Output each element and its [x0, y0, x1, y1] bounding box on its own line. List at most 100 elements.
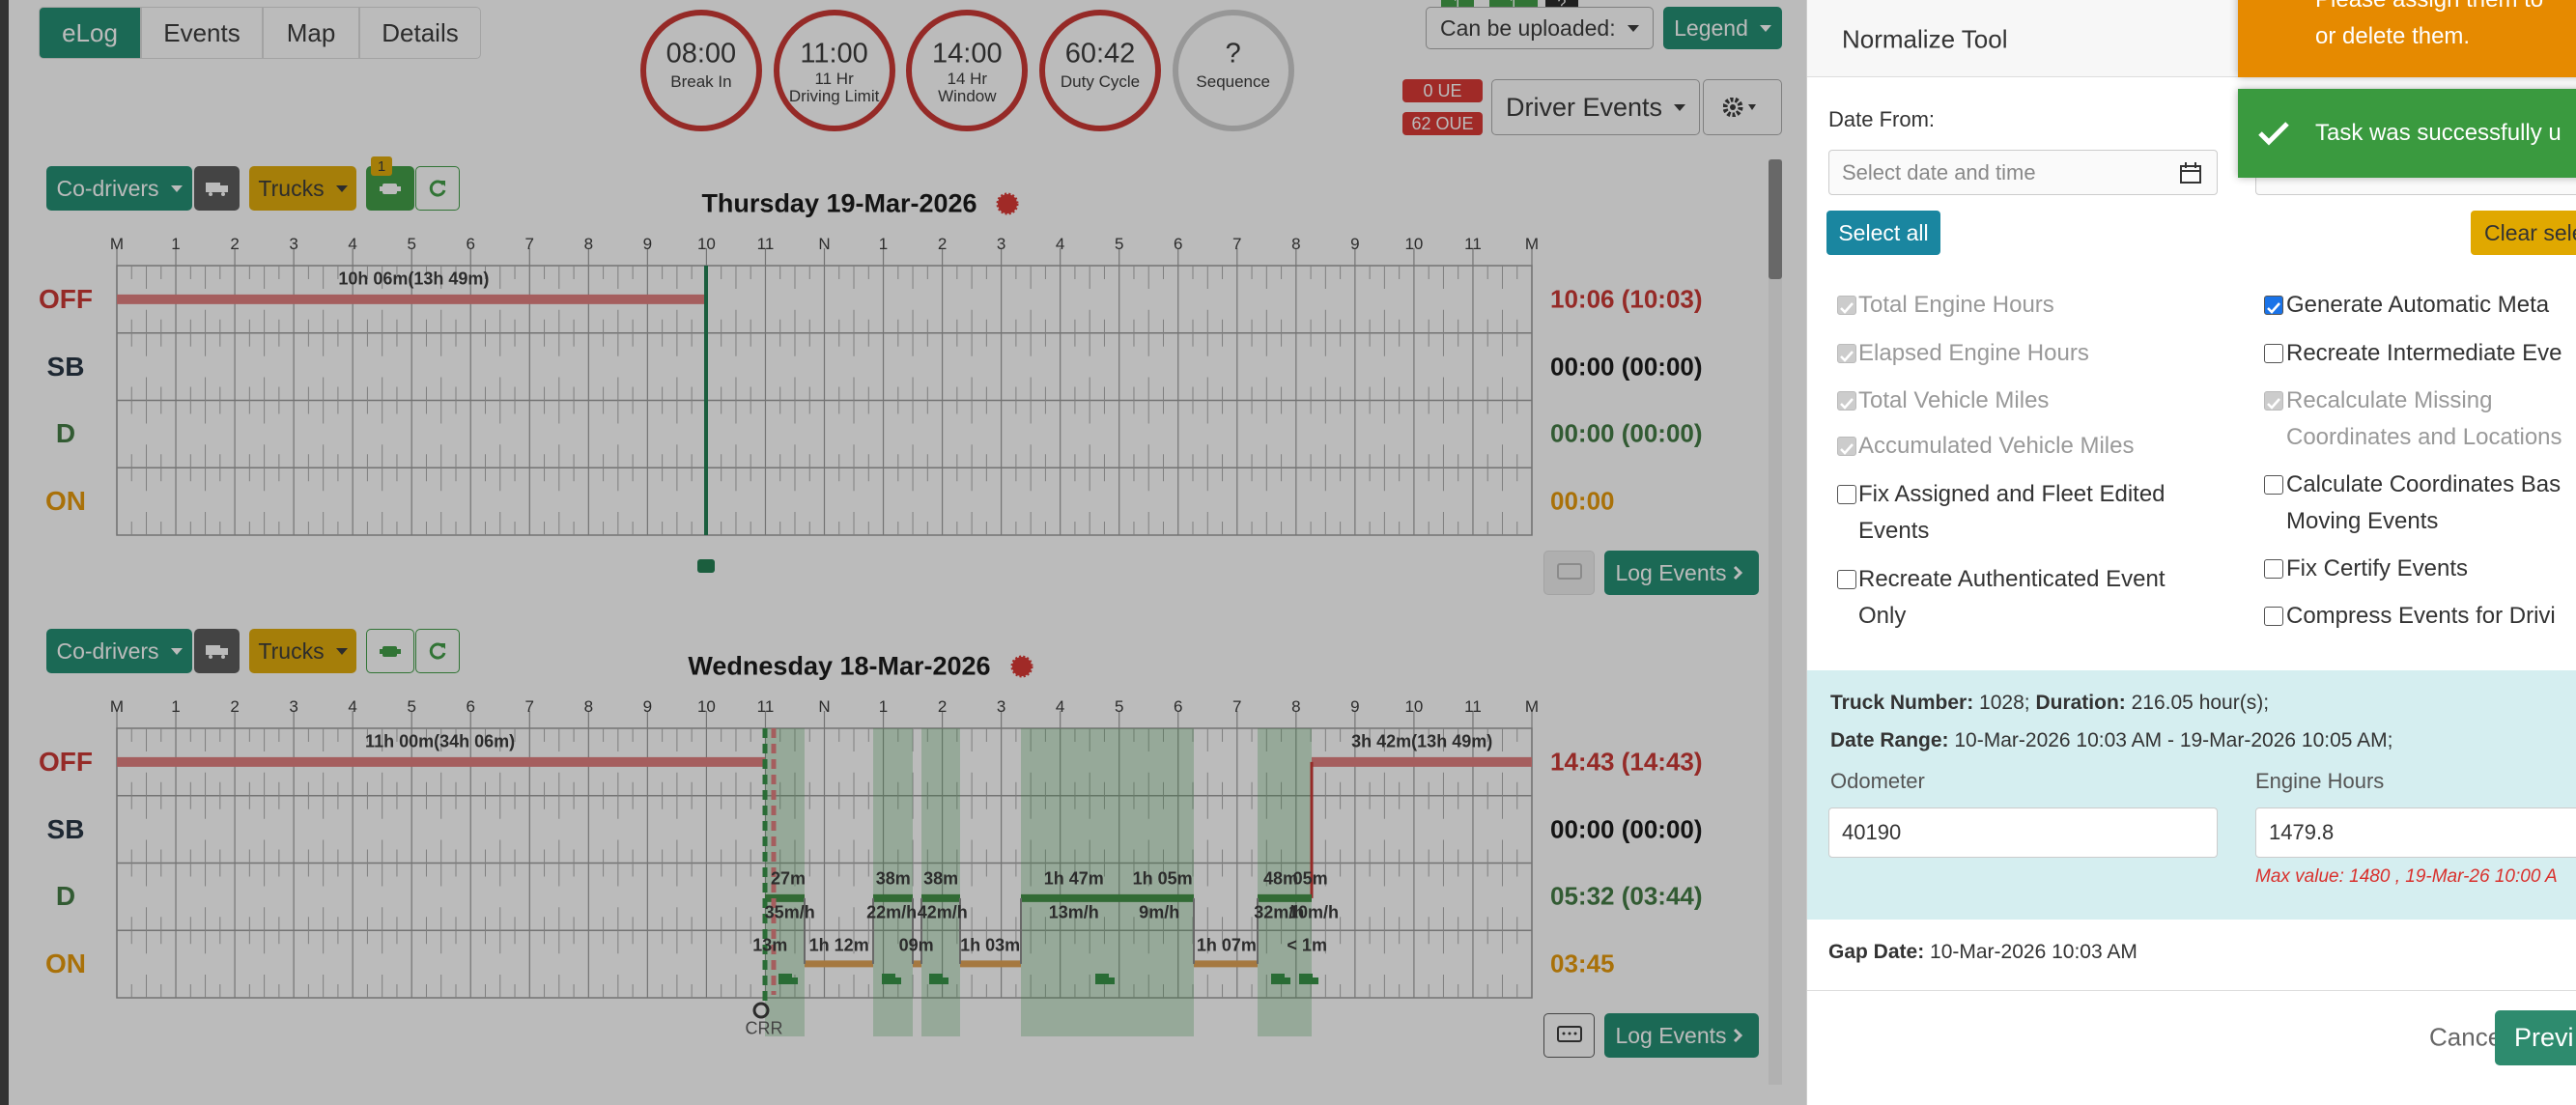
- comment-button[interactable]: [1543, 551, 1595, 595]
- segment-label: 22m/h: [866, 902, 918, 922]
- status-total: 00:00: [1550, 486, 1615, 516]
- option-label: Moving Events: [2286, 508, 2439, 534]
- certify-indicator: [996, 192, 1019, 215]
- driving-shade: [1258, 728, 1312, 1036]
- option-label: Recalculate Missing: [2286, 387, 2493, 413]
- segment-label: 48m: [1262, 868, 1299, 888]
- hour-label: 7: [1232, 697, 1242, 716]
- checkbox: [1837, 296, 1856, 315]
- checkbox[interactable]: [2264, 296, 2283, 315]
- engine-badge: 1: [371, 156, 392, 176]
- hour-label: M: [109, 235, 125, 253]
- hour-label: 9: [642, 697, 653, 716]
- hour-label: 1: [171, 235, 181, 253]
- truck-marker: [1095, 974, 1109, 984]
- segment-label: 10m/h: [1288, 902, 1340, 922]
- clear-button[interactable]: Clear sele: [2471, 211, 2576, 255]
- truck-icon: [205, 183, 228, 196]
- option-label: Only: [1858, 603, 1907, 629]
- truck-button[interactable]: [194, 629, 240, 673]
- gap-date: Gap Date: 10-Mar-2026 10:03 AM: [1828, 941, 2137, 964]
- comment-icon: [1556, 1026, 1582, 1042]
- refresh-icon: [429, 180, 446, 197]
- events-select[interactable]: Driver Events: [1491, 79, 1700, 135]
- refresh-button[interactable]: [415, 629, 460, 673]
- segment-label: 1h 07m: [1196, 935, 1257, 955]
- segment-label: 42m/h: [917, 902, 968, 922]
- trucks-button[interactable]: Trucks: [249, 629, 356, 673]
- hour-label: M: [1524, 697, 1540, 716]
- refresh-icon: [429, 642, 446, 660]
- toast-text: or delete them.: [2315, 23, 2471, 49]
- marker-icon: [752, 1002, 770, 1019]
- log-events-button[interactable]: Log Events: [1604, 1013, 1759, 1058]
- checkbox: [1837, 391, 1856, 411]
- odometer-value: 40190: [1842, 820, 1902, 844]
- hour-label: 5: [1114, 235, 1124, 253]
- check-mark: [2267, 302, 2280, 314]
- hour-label: 3: [996, 235, 1006, 253]
- co-drivers-button[interactable]: Co-drivers: [46, 629, 192, 673]
- checkbox[interactable]: [1837, 570, 1856, 589]
- checkbox[interactable]: [1837, 485, 1856, 504]
- co-drivers-button[interactable]: Co-drivers: [46, 166, 192, 211]
- checkbox[interactable]: [2264, 559, 2283, 579]
- check-mark: [1840, 302, 1854, 314]
- checkbox[interactable]: [2264, 607, 2283, 626]
- hour-label: 9: [642, 235, 653, 253]
- preview-button[interactable]: Previ: [2495, 1010, 2576, 1065]
- segment-label: 3h 42m(13h 49m): [1351, 731, 1493, 751]
- date-input[interactable]: [1828, 150, 2218, 195]
- info-key: Date Range:: [1830, 729, 1949, 751]
- select-all-button[interactable]: Select all: [1826, 211, 1940, 255]
- segment-label: 38m: [875, 868, 911, 888]
- truck-marker: [1271, 974, 1285, 984]
- ue-badge: 0 UE: [1402, 79, 1483, 102]
- comment-icon: [1556, 563, 1582, 580]
- refresh-button[interactable]: [415, 166, 460, 211]
- upload-select[interactable]: Can be uploaded:: [1426, 7, 1654, 49]
- clock-label: Sequence: [1196, 72, 1270, 91]
- gap-value: 10-Mar-2026 10:03 AM: [1930, 941, 2137, 963]
- hour-label: 4: [1055, 235, 1065, 253]
- segment-label: 35m/h: [764, 902, 815, 922]
- nav-tab[interactable]: Events: [141, 7, 263, 59]
- driving-shade: [873, 728, 913, 1036]
- engine-button[interactable]: [366, 629, 414, 673]
- truck-button[interactable]: [194, 166, 240, 211]
- checkbox[interactable]: [2264, 344, 2283, 363]
- log-events-button[interactable]: Log Events: [1604, 551, 1759, 595]
- hour-label: 2: [937, 697, 948, 716]
- clock-label: Window: [938, 87, 997, 105]
- cancel-button: Cancel: [2429, 1022, 2507, 1052]
- checkbox[interactable]: [2264, 475, 2283, 495]
- status-label: ON: [45, 949, 86, 979]
- hour-label: 6: [466, 235, 475, 253]
- hour-label: 3: [996, 697, 1006, 716]
- chevron-icon: [1733, 1028, 1742, 1043]
- engine-hours-input[interactable]: [2255, 808, 2576, 858]
- option-label: Coordinates and Locations: [2286, 424, 2562, 450]
- comment-button[interactable]: [1543, 1013, 1595, 1058]
- truck-marker: [1285, 978, 1290, 984]
- legend-button[interactable]: Legend: [1663, 7, 1782, 49]
- status-label: ON: [45, 486, 86, 517]
- clock-time: 08:00: [665, 38, 737, 70]
- trucks-button[interactable]: Trucks: [249, 166, 356, 211]
- segment-label: 1h 47m: [1043, 868, 1104, 888]
- checkbox: [1837, 344, 1856, 363]
- hour-label: 8: [1291, 235, 1301, 253]
- hour-label: N: [818, 235, 831, 253]
- clock-ring: [1039, 10, 1161, 131]
- clock-label: Duty Cycle: [1060, 72, 1141, 91]
- checkbox: [2264, 391, 2283, 411]
- nav-tab[interactable]: Details: [359, 7, 481, 59]
- truck-marker: [778, 974, 792, 984]
- status-total: 00:00 (00:00): [1550, 814, 1703, 844]
- truck-marker: [1109, 978, 1115, 984]
- truck-marker: [882, 974, 895, 984]
- nav-tab[interactable]: Map: [263, 7, 359, 59]
- settings-button[interactable]: [1703, 79, 1782, 135]
- nav-tab[interactable]: eLog: [39, 7, 141, 59]
- odometer-input[interactable]: [1828, 808, 2218, 858]
